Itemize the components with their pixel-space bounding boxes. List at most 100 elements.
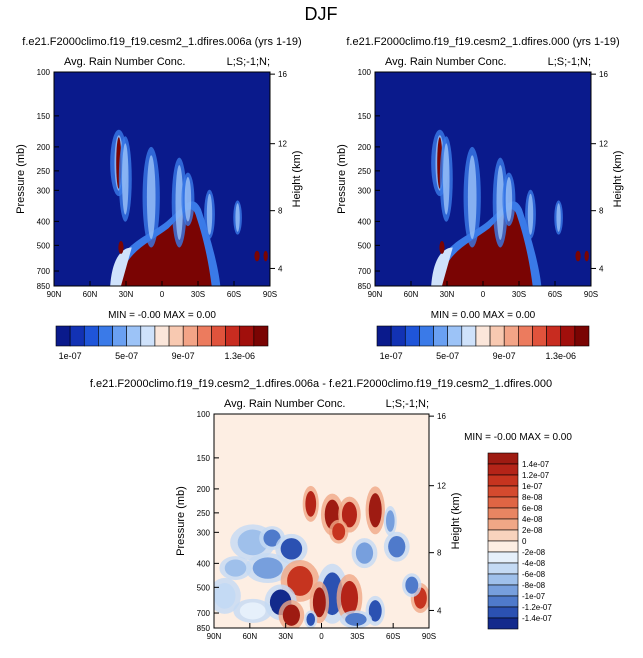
x-tick-label: 60S (227, 290, 241, 299)
plume-core (146, 155, 156, 240)
colorbar-box (487, 595, 519, 608)
y-tick-label: 300 (37, 186, 51, 195)
x-tick-label: 90S (263, 290, 277, 299)
plume-core (467, 155, 477, 240)
y-tick-label: 300 (358, 186, 372, 195)
y2-tick-label: 4 (437, 606, 442, 615)
colorbar-label: -1e-07 (522, 592, 546, 601)
colorbar-box (447, 325, 463, 347)
y-tick-label: 200 (197, 485, 211, 494)
colorbar-box (69, 325, 85, 347)
y2-tick-label: 16 (437, 412, 446, 421)
panel-diff: f.e21.F2000climo.f19_f19.cesm2_1.dfires.… (90, 378, 572, 641)
core-field (439, 209, 533, 286)
colorbar-box (376, 325, 392, 347)
plume-max (584, 250, 589, 262)
y-tick-label: 400 (358, 217, 372, 226)
colorbar-box (239, 325, 255, 347)
y-axis-title: Pressure (mb) (175, 486, 187, 556)
y2-tick-label: 16 (278, 70, 287, 79)
colorbar-label: 0 (522, 537, 527, 546)
y-tick-label: 700 (197, 609, 211, 618)
colorbar-box (487, 617, 519, 630)
colorbar-box (83, 325, 99, 347)
x-tick-label: 90N (368, 290, 383, 299)
y-tick-label: 250 (197, 509, 211, 518)
colorbar-label: -8e-08 (522, 581, 546, 590)
colorbar-label: -1.4e-07 (522, 614, 552, 623)
colorbar-box (503, 325, 519, 347)
y2-tick-label: 12 (278, 140, 287, 149)
x-tick-label: 90S (584, 290, 598, 299)
colorbar-box (574, 325, 590, 347)
colorbar-box (461, 325, 477, 347)
y-tick-label: 400 (197, 559, 211, 568)
x-tick-label: 30S (512, 290, 526, 299)
plume-core (496, 165, 505, 240)
colorbar-box (518, 325, 533, 347)
x-tick-label: 60N (242, 632, 257, 641)
y-tick-label: 250 (358, 167, 372, 176)
y-tick-label: 850 (197, 624, 211, 633)
diff-cell (263, 529, 281, 547)
plume-core (184, 177, 192, 222)
y-tick-label: 500 (358, 241, 372, 250)
colorbar-label: 1.3e-06 (224, 351, 255, 361)
y-tick-label: 850 (37, 282, 51, 291)
colorbar-label: -2e-08 (522, 548, 546, 557)
diff-cell (345, 613, 367, 626)
colorbar-box (433, 325, 448, 347)
panel-a: f.e21.F2000climo.f19_f19.cesm2_1.dfires.… (15, 36, 303, 361)
plume-core (235, 203, 240, 232)
y-tick-label: 300 (197, 528, 211, 537)
y2-tick-label: 8 (599, 207, 604, 216)
y-tick-label: 150 (37, 112, 51, 121)
colorbar-label: 5e-07 (115, 351, 138, 361)
y-tick-label: 700 (37, 267, 51, 276)
panel-stats: MIN = -0.00 MAX = 0.00 (108, 310, 216, 321)
diff-cell (340, 580, 359, 616)
colorbar-box (489, 325, 505, 347)
diff-cell (368, 600, 382, 622)
x-tick-label: 30N (119, 290, 134, 299)
core-field (118, 209, 212, 286)
colorbar-label: -4e-08 (522, 559, 546, 568)
colorbar-label: -1.2e-07 (522, 603, 552, 612)
plume-core (443, 143, 450, 215)
x-tick-label: 60N (404, 290, 419, 299)
y2-tick-label: 8 (278, 207, 283, 216)
y2-axis-title: Height (km) (291, 151, 303, 208)
y2-tick-label: 12 (437, 482, 446, 491)
diff-cell (405, 576, 419, 594)
plot-area (54, 72, 270, 286)
plume-max (254, 250, 260, 262)
colorbar-label: 6e-08 (522, 504, 543, 513)
colorbar-box (487, 562, 519, 575)
colorbar-box (487, 463, 519, 476)
colorbar-box (487, 529, 519, 542)
panel-subtitle-right: L;S;-1;N; (386, 398, 429, 410)
colorbar-label: 2e-08 (522, 526, 543, 535)
y-tick-label: 150 (358, 112, 372, 121)
y2-tick-label: 16 (599, 70, 608, 79)
colorbar-label: -6e-08 (522, 570, 546, 579)
colorbar-box (55, 325, 71, 347)
colorbar-box (546, 325, 562, 347)
panel-subtitle-left: Avg. Rain Number Conc. (64, 56, 185, 68)
colorbar-box (487, 507, 519, 520)
colorbar-box (225, 325, 241, 347)
colorbar-label: 4e-08 (522, 515, 543, 524)
diff-cell (280, 538, 303, 560)
x-tick-label: 30N (440, 290, 455, 299)
colorbar-label: 5e-07 (436, 351, 459, 361)
colorbar-box (211, 325, 226, 347)
colorbar-box (475, 325, 491, 347)
figure-title: DJF (305, 4, 338, 24)
colorbar-box (487, 518, 519, 531)
x-tick-label: 0 (160, 290, 165, 299)
x-tick-label: 90N (47, 290, 62, 299)
edge-field (431, 247, 453, 286)
colorbar-box (532, 325, 547, 347)
colorbar-box (419, 325, 434, 347)
y2-tick-label: 4 (278, 264, 283, 273)
